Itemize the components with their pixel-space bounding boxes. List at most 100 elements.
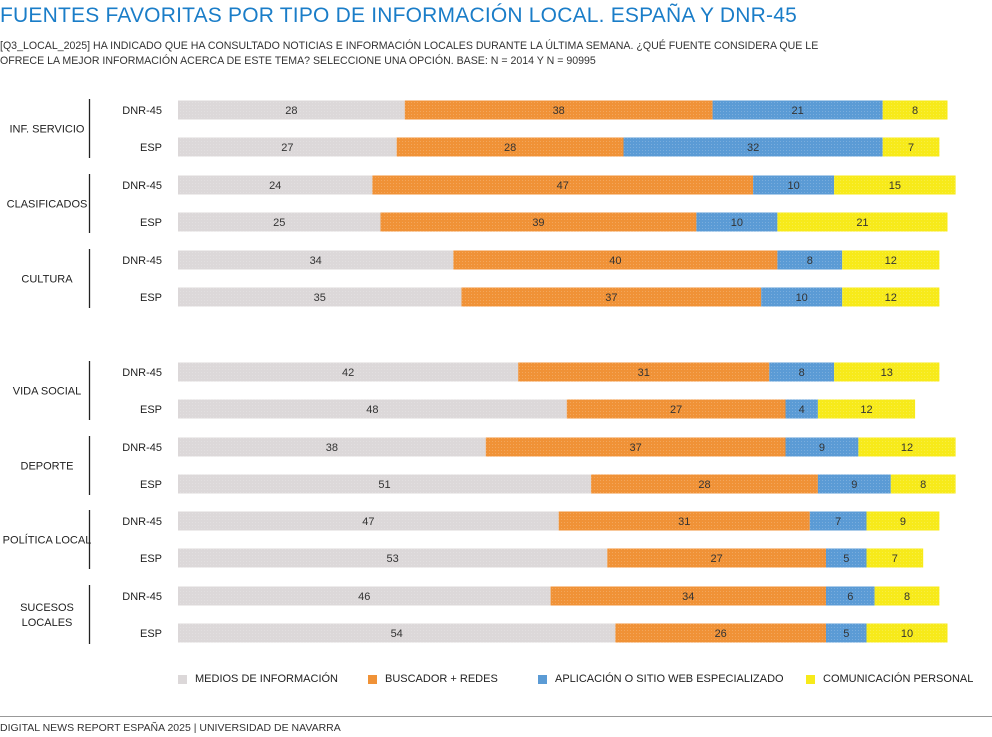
data-label: 7 xyxy=(835,516,841,528)
row-label: DNR-45 xyxy=(122,255,162,267)
bar-segment xyxy=(817,474,891,494)
bar-segment xyxy=(890,474,956,494)
data-label: 26 xyxy=(715,628,727,640)
bar-segment xyxy=(753,175,835,195)
data-label: 12 xyxy=(885,255,897,267)
data-label: 9 xyxy=(819,442,825,454)
data-label: 6 xyxy=(847,591,853,603)
bar-segment xyxy=(178,399,567,419)
bar-segment xyxy=(777,212,948,232)
bar-segment xyxy=(566,399,786,419)
bar-segment xyxy=(461,287,762,307)
bar-segment xyxy=(178,212,381,232)
data-label: 12 xyxy=(860,404,872,416)
group-label: POLÍTICA LOCAL xyxy=(3,534,92,547)
data-label: 9 xyxy=(900,516,906,528)
chart-subtitle: [Q3_LOCAL_2025] HA INDICADO QUE HA CONSU… xyxy=(0,40,819,67)
bar-segment xyxy=(396,137,624,157)
data-label: 7 xyxy=(908,142,914,154)
data-label: 37 xyxy=(605,292,617,304)
row-label: ESP xyxy=(140,628,162,640)
data-label: 10 xyxy=(901,628,913,640)
data-label: 27 xyxy=(670,404,682,416)
row-label: DNR-45 xyxy=(122,591,162,603)
row-label: ESP xyxy=(140,479,162,491)
data-label: 31 xyxy=(678,516,690,528)
data-label: 10 xyxy=(731,217,743,229)
bar-segment xyxy=(178,586,551,606)
data-label: 37 xyxy=(630,442,642,454)
data-label: 34 xyxy=(682,591,694,603)
bar-segment xyxy=(809,511,867,531)
bar-segment xyxy=(550,586,826,606)
data-label: 40 xyxy=(609,255,621,267)
data-label: 35 xyxy=(314,292,326,304)
bar-segment xyxy=(842,287,940,307)
data-label: 27 xyxy=(281,142,293,154)
bar-segment xyxy=(817,399,916,419)
data-label: 51 xyxy=(378,479,390,491)
bar-segment xyxy=(834,362,940,382)
bar-segment xyxy=(882,100,948,120)
bar-segment xyxy=(826,623,867,643)
group-label: CULTURA xyxy=(21,274,73,286)
bar-segment xyxy=(178,437,486,457)
data-label: 28 xyxy=(504,142,516,154)
data-label: 31 xyxy=(638,367,650,379)
row-label: ESP xyxy=(140,404,162,416)
legend-label: COMUNICACIÓN PERSONAL xyxy=(823,673,974,685)
row-label: DNR-45 xyxy=(122,367,162,379)
legend-swatch xyxy=(178,674,187,684)
chart-title: FUENTES FAVORITAS POR TIPO DE INFORMACIÓ… xyxy=(0,4,797,27)
bar-segment xyxy=(178,100,405,120)
bar-segment xyxy=(826,548,867,568)
data-label: 28 xyxy=(698,479,710,491)
data-label: 12 xyxy=(885,292,897,304)
bar-segment xyxy=(696,212,778,232)
bar-segment xyxy=(518,362,770,382)
data-label: 38 xyxy=(553,105,565,117)
data-label: 8 xyxy=(920,479,926,491)
data-label: 10 xyxy=(796,292,808,304)
bar-segment xyxy=(785,399,818,419)
row-label: ESP xyxy=(140,217,162,229)
data-label: 34 xyxy=(310,255,322,267)
row-label: DNR-45 xyxy=(122,105,162,117)
data-label: 21 xyxy=(856,217,868,229)
bar-segment xyxy=(834,175,956,195)
data-label: 38 xyxy=(326,442,338,454)
bar-segment xyxy=(178,250,454,270)
data-label: 13 xyxy=(881,367,893,379)
bar-segment xyxy=(591,474,818,494)
data-label: 8 xyxy=(799,367,805,379)
footer-source: DIGITAL NEWS REPORT ESPAÑA 2025 | UNIVER… xyxy=(0,722,341,734)
data-label: 8 xyxy=(807,255,813,267)
bar-segment xyxy=(777,250,843,270)
bar-segment xyxy=(785,437,859,457)
chart-legend: MEDIOS DE INFORMACIÓN BUSCADOR + REDES APL… xyxy=(178,673,988,691)
bar-segment xyxy=(404,100,713,120)
bar-segment xyxy=(178,287,462,307)
bar-segment xyxy=(178,137,397,157)
bar-segment xyxy=(607,548,826,568)
group-label: INF. SERVICIO xyxy=(10,124,85,136)
data-label: 12 xyxy=(901,442,913,454)
row-label: DNR-45 xyxy=(122,442,162,454)
bar-segment xyxy=(178,362,519,382)
legend-label: BUSCADOR + REDES xyxy=(385,673,498,685)
legend-swatch xyxy=(368,674,377,684)
legend-swatch xyxy=(806,674,815,684)
bar-segment xyxy=(178,511,559,531)
footer-divider xyxy=(0,716,992,717)
group-label: DEPORTE xyxy=(21,461,74,473)
bar-segment xyxy=(178,548,608,568)
group-label: VIDA SOCIAL xyxy=(13,386,81,398)
bar-segment xyxy=(769,362,835,382)
row-label: ESP xyxy=(140,142,162,154)
data-label: 9 xyxy=(851,479,857,491)
data-label: 42 xyxy=(342,367,354,379)
bar-segment xyxy=(380,212,697,232)
data-label: 5 xyxy=(843,628,849,640)
bar-segment xyxy=(866,623,948,643)
legend-item: MEDIOS DE INFORMACIÓN xyxy=(178,673,338,685)
